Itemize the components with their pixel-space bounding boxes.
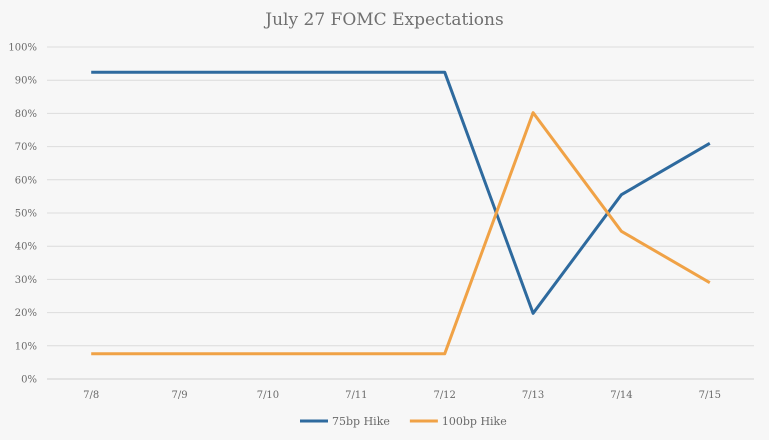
series-line xyxy=(91,70,711,315)
y-tick-label: 60% xyxy=(15,175,37,186)
legend-label: 100bp Hike xyxy=(442,415,507,428)
y-tick-label: 10% xyxy=(15,341,37,352)
y-tick-label: 50% xyxy=(15,209,37,220)
y-tick-label: 40% xyxy=(15,242,37,253)
y-tick-label: 0% xyxy=(21,375,37,386)
legend: 75bp Hike 100bp Hike xyxy=(300,415,507,428)
legend-label: 75bp Hike xyxy=(332,415,390,428)
x-tick-label: 7/8 xyxy=(83,390,99,401)
gridlines xyxy=(47,46,754,380)
x-tick-label: 7/10 xyxy=(257,390,279,401)
y-tick-label: 30% xyxy=(15,275,37,286)
y-tick-label: 20% xyxy=(15,308,37,319)
x-tick-label: 7/9 xyxy=(172,390,188,401)
x-tick-label: 7/15 xyxy=(699,390,721,401)
y-tick-label: 100% xyxy=(8,43,37,54)
y-tick-label: 90% xyxy=(15,76,37,87)
x-tick-label: 7/14 xyxy=(610,390,632,401)
x-axis-ticks: 7/8 7/9 7/10 7/11 7/12 7/13 7/14 7/15 xyxy=(83,390,721,401)
y-axis-ticks: 0% 10% 20% 30% 40% 50% 60% 70% 80% 90% 100% xyxy=(8,43,37,386)
series-lines xyxy=(91,70,711,356)
chart-title: July 27 FOMC Expectations xyxy=(263,10,503,30)
series-line xyxy=(91,111,711,356)
x-tick-label: 7/11 xyxy=(345,390,367,401)
x-tick-label: 7/12 xyxy=(433,390,455,401)
y-tick-label: 70% xyxy=(15,142,37,153)
y-tick-label: 80% xyxy=(15,109,37,120)
x-tick-label: 7/13 xyxy=(522,390,544,401)
